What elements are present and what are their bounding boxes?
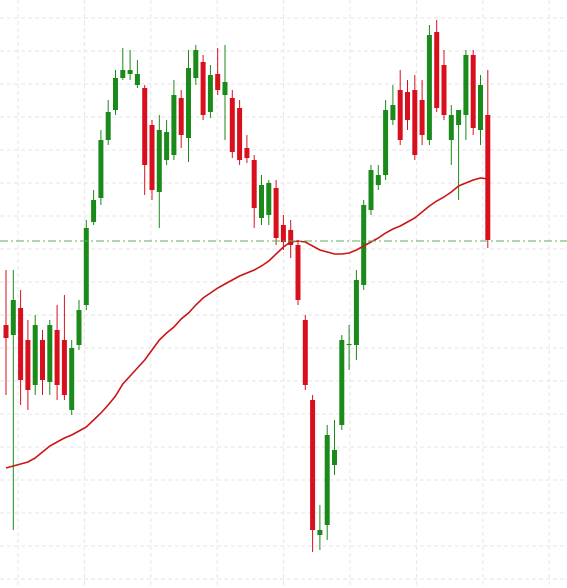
- candle-body: [302, 320, 308, 385]
- candle-body: [178, 98, 184, 135]
- candle-body: [76, 310, 82, 345]
- candle-body: [164, 132, 170, 160]
- candle-body: [105, 112, 111, 140]
- candle-body: [222, 82, 228, 95]
- candle-body: [142, 88, 148, 165]
- candle-body: [390, 105, 396, 120]
- candle-body: [266, 183, 272, 215]
- candle-body: [69, 348, 75, 410]
- candle-body: [3, 325, 9, 338]
- candle-body: [171, 95, 177, 155]
- candle-body: [310, 400, 316, 530]
- candle-body: [207, 75, 213, 112]
- candle-body: [434, 32, 440, 108]
- candle-body: [273, 188, 279, 238]
- candle-body: [463, 55, 469, 115]
- candle-body: [215, 74, 221, 90]
- candle-body: [47, 325, 53, 382]
- candle-body: [25, 340, 31, 390]
- candle-body: [127, 70, 133, 74]
- candle-body: [324, 435, 330, 525]
- candle-body: [251, 160, 257, 208]
- candle-body: [10, 300, 16, 335]
- candle-body: [186, 68, 191, 138]
- candle-body: [61, 340, 67, 395]
- candle-body: [149, 125, 155, 190]
- candle-body: [120, 70, 126, 78]
- candle-body: [288, 230, 294, 245]
- candle-body: [244, 148, 250, 158]
- candle-body: [295, 245, 301, 300]
- candle-body: [156, 130, 162, 192]
- candle-body: [456, 110, 462, 125]
- candle-body: [361, 205, 367, 285]
- candle-body: [193, 50, 199, 78]
- candle-body: [448, 115, 454, 140]
- candle-body: [83, 228, 89, 305]
- candle-body: [40, 340, 45, 380]
- candle-body: [426, 35, 432, 140]
- candle-body: [18, 308, 24, 380]
- candle-body: [332, 450, 337, 465]
- candle-body: [412, 90, 418, 155]
- candle-body: [237, 108, 243, 160]
- candle-body: [441, 65, 447, 115]
- candle-body: [405, 92, 410, 120]
- candle-body: [259, 185, 264, 218]
- candle-body: [470, 55, 476, 128]
- candle-body: [478, 85, 483, 130]
- candle-body: [346, 344, 352, 345]
- candle-body: [113, 78, 118, 110]
- candle-body: [229, 98, 235, 152]
- candle-body: [134, 74, 140, 85]
- candle-body: [98, 140, 104, 198]
- candle-body: [280, 225, 286, 242]
- candle-body: [91, 200, 97, 222]
- candle-body: [32, 325, 38, 385]
- candle-body: [397, 90, 403, 140]
- candle-body: [200, 62, 206, 115]
- candle-body: [317, 530, 323, 535]
- candle-body: [485, 115, 491, 240]
- candle-body: [339, 340, 345, 425]
- candle-body: [375, 175, 381, 185]
- candle-body: [353, 280, 359, 345]
- candle-body: [368, 170, 374, 210]
- moving-average: [5, 177, 488, 469]
- candle-body: [419, 100, 425, 135]
- candle-body: [383, 110, 389, 175]
- candle-body: [54, 330, 60, 385]
